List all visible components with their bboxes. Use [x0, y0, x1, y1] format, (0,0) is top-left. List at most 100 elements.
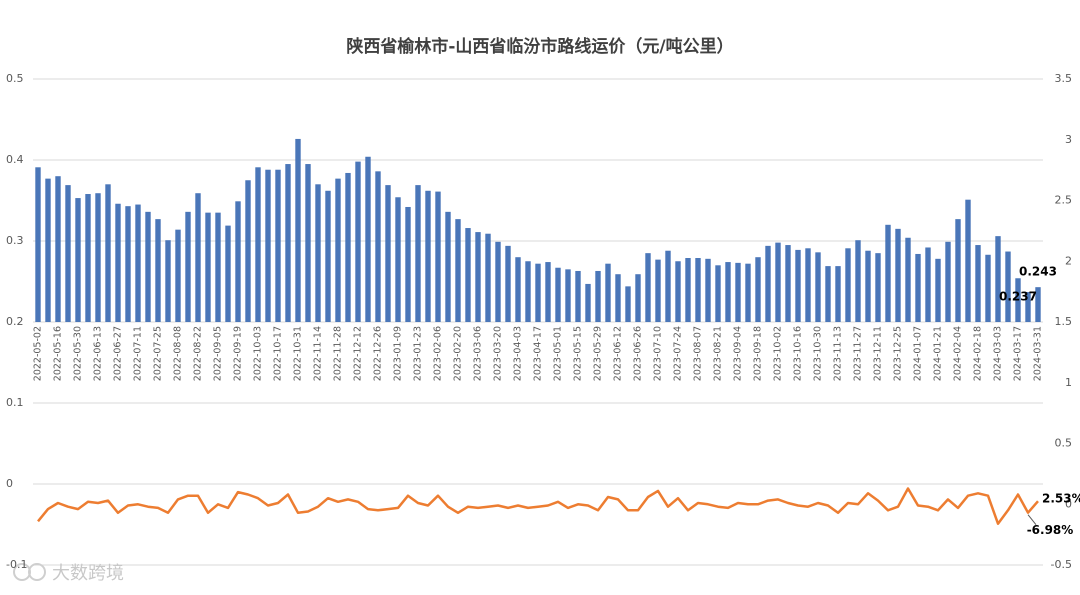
bar — [135, 204, 141, 322]
bar — [475, 232, 481, 322]
x-tick-label: 2022-07-11 — [133, 326, 144, 381]
bar — [75, 198, 81, 322]
x-tick-label: 2023-07-10 — [653, 326, 664, 381]
data-label: -6.98% — [1027, 523, 1074, 537]
bar — [165, 240, 171, 322]
bar — [985, 254, 991, 322]
bar — [575, 270, 581, 322]
bar — [615, 274, 621, 322]
bar — [725, 262, 731, 322]
x-tick-label: 2023-10-16 — [793, 326, 804, 381]
bar — [1035, 287, 1041, 322]
bar — [375, 171, 381, 322]
x-tick-label: 2023-02-06 — [433, 326, 444, 381]
bar — [755, 257, 761, 322]
bar — [975, 245, 981, 322]
y2-tick-label: 3 — [1065, 133, 1072, 146]
bar — [795, 249, 801, 322]
bar — [485, 233, 491, 322]
x-tick-label: 2022-06-27 — [113, 326, 124, 381]
bar — [55, 176, 61, 322]
x-tick-label: 2024-01-21 — [933, 326, 944, 381]
bar — [855, 240, 861, 322]
data-label: 0.243 — [1019, 265, 1057, 279]
bar — [225, 225, 231, 322]
bar — [145, 211, 151, 322]
y-tick-label: 0 — [6, 477, 13, 490]
bar — [195, 193, 201, 322]
x-tick-label: 2023-01-09 — [393, 326, 404, 381]
bar — [235, 201, 241, 322]
x-tick-label: 2023-04-03 — [513, 326, 524, 381]
x-tick-label: 2024-03-17 — [1013, 326, 1024, 381]
bar — [155, 219, 161, 322]
bar — [305, 164, 311, 322]
bar — [415, 185, 421, 322]
bar — [735, 262, 741, 322]
bar — [105, 184, 111, 322]
y-tick-label: 0.3 — [6, 234, 24, 247]
x-tick-label: 2024-01-07 — [913, 326, 924, 381]
bar — [125, 206, 131, 322]
bar — [805, 248, 811, 322]
bar — [915, 253, 921, 322]
bar — [535, 263, 541, 322]
bar — [365, 156, 371, 322]
x-tick-label: 2023-09-18 — [753, 326, 764, 381]
x-tick-label: 2022-06-13 — [93, 326, 104, 381]
x-tick-label: 2023-06-26 — [633, 326, 644, 381]
bar — [785, 245, 791, 322]
y2-tick-label: 0.5 — [1055, 437, 1073, 450]
y2-tick-label: 1 — [1065, 376, 1072, 389]
x-tick-label: 2022-12-26 — [373, 326, 384, 381]
bar — [825, 266, 831, 322]
x-tick-label: 2023-08-21 — [713, 326, 724, 381]
x-tick-label: 2022-07-25 — [153, 326, 164, 381]
bar — [865, 250, 871, 322]
x-tick-label: 2024-02-18 — [973, 326, 984, 381]
bar — [495, 241, 501, 322]
x-tick-label: 2023-12-11 — [873, 326, 884, 381]
x-tick-label: 2022-08-22 — [193, 326, 204, 381]
bar — [205, 212, 211, 322]
x-tick-label: 2022-11-28 — [333, 326, 344, 381]
bar — [425, 190, 431, 322]
bar — [1005, 251, 1011, 322]
bar — [295, 138, 301, 322]
x-tick-label: 2023-05-15 — [573, 326, 584, 381]
bar — [895, 228, 901, 322]
bar — [265, 169, 271, 322]
bar — [355, 161, 361, 322]
line — [37, 487, 1039, 525]
bar — [405, 206, 411, 322]
x-tick-label: 2023-10-30 — [813, 326, 824, 381]
x-tick-label: 2022-10-03 — [253, 326, 264, 381]
bar — [875, 253, 881, 322]
bar — [715, 265, 721, 322]
x-tick-label: 2022-12-12 — [353, 326, 364, 381]
x-tick-label: 2023-12-25 — [893, 326, 904, 381]
bar — [65, 185, 71, 322]
bar — [645, 253, 651, 322]
x-tick-label: 2022-05-16 — [53, 326, 64, 381]
bar — [285, 164, 291, 322]
bar — [1025, 292, 1031, 322]
x-tick-label: 2024-02-04 — [953, 326, 964, 381]
bar — [435, 191, 441, 322]
x-tick-label: 2023-09-04 — [733, 326, 744, 381]
y-tick-label: -0.1 — [6, 558, 27, 571]
y2-tick-label: 0 — [1065, 497, 1072, 510]
x-tick-label: 2022-11-14 — [313, 326, 324, 381]
bar — [45, 178, 51, 322]
bar — [525, 261, 531, 322]
y-tick-label: 0.4 — [6, 153, 24, 166]
bar — [565, 269, 571, 322]
bar — [245, 180, 251, 322]
x-tick-label: 2023-05-01 — [553, 326, 564, 381]
bar — [1015, 278, 1021, 322]
x-tick-label: 2023-03-06 — [473, 326, 484, 381]
x-tick-label: 2022-08-08 — [173, 326, 184, 381]
y2-tick-label: 3.5 — [1055, 72, 1073, 85]
bar — [945, 241, 951, 322]
watermark-icon — [28, 563, 46, 581]
